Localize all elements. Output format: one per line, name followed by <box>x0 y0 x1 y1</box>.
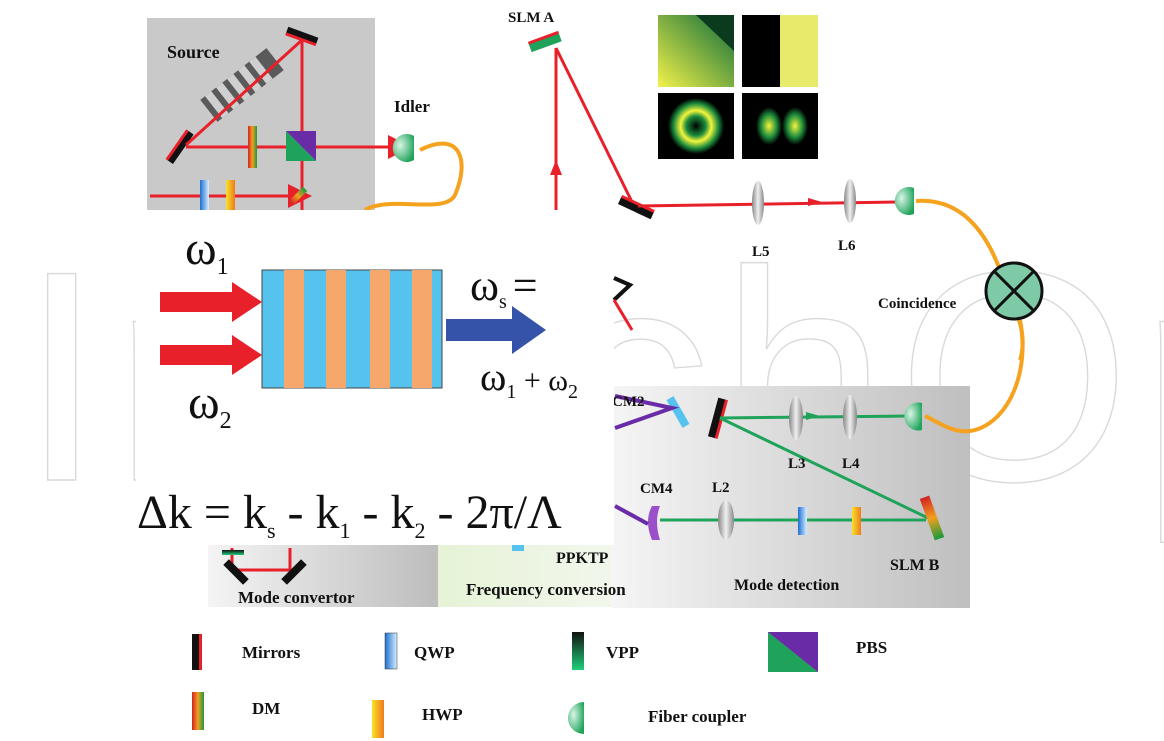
partial-mirror <box>612 276 634 302</box>
omega1-symbol: ω1 <box>185 222 229 280</box>
frequency-conversion-label: Frequency conversion <box>466 580 626 599</box>
slm-b-label: SLM B <box>890 557 940 574</box>
mode-images <box>658 15 818 159</box>
mode-convertor-panel <box>208 545 438 607</box>
source-optics <box>150 26 412 210</box>
legend-mirrors-label: Mirrors <box>242 643 301 662</box>
mode-convertor-label: Mode convertor <box>238 588 355 607</box>
l6-label: L6 <box>838 238 856 254</box>
partial-beam <box>612 299 634 331</box>
l3-label: L3 <box>788 456 806 472</box>
idler-label: Idler <box>394 97 430 116</box>
mode-convertor-optics <box>222 545 524 585</box>
legend-hwp-label: HWP <box>422 705 463 724</box>
slm-a-path <box>527 30 1002 271</box>
legend-fiber-coupler-label: Fiber coupler <box>648 707 747 726</box>
coincidence-counter <box>924 261 1044 434</box>
coincidence-label: Coincidence <box>878 296 957 312</box>
omega2-symbol: ω2 <box>188 376 232 434</box>
legend-vpp-label: VPP <box>606 643 639 662</box>
omega-s-equation: ωs = <box>470 261 538 313</box>
l2-label: L2 <box>712 480 730 496</box>
source-box <box>147 18 375 218</box>
cm2-label: CM2 <box>612 394 645 410</box>
legend: Mirrors QWP VPP PBS DM HWP Fiber coupler <box>192 632 887 738</box>
l5-label: L5 <box>752 244 770 260</box>
mode-detection-label: Mode detection <box>734 577 839 594</box>
source-label: Source <box>167 42 220 62</box>
cm4-label: CM4 <box>640 481 673 497</box>
ppktp-label: PPKTP <box>556 550 609 567</box>
legend-pbs-label: PBS <box>856 638 887 657</box>
idler-fiber-coupler <box>363 133 464 212</box>
legend-qwp-label: QWP <box>414 643 455 662</box>
phase-matching-equation: Δk = ks - k1 - k2 - 2π/Λ <box>137 486 562 543</box>
l4-label: L4 <box>842 456 860 472</box>
legend-dm-label: DM <box>252 699 280 718</box>
omega-sum: ω1 + ω2 <box>480 354 578 403</box>
slm-a-label: SLM A <box>508 10 554 26</box>
sfg-inset <box>160 269 546 389</box>
mode-detection-optics <box>614 394 945 541</box>
